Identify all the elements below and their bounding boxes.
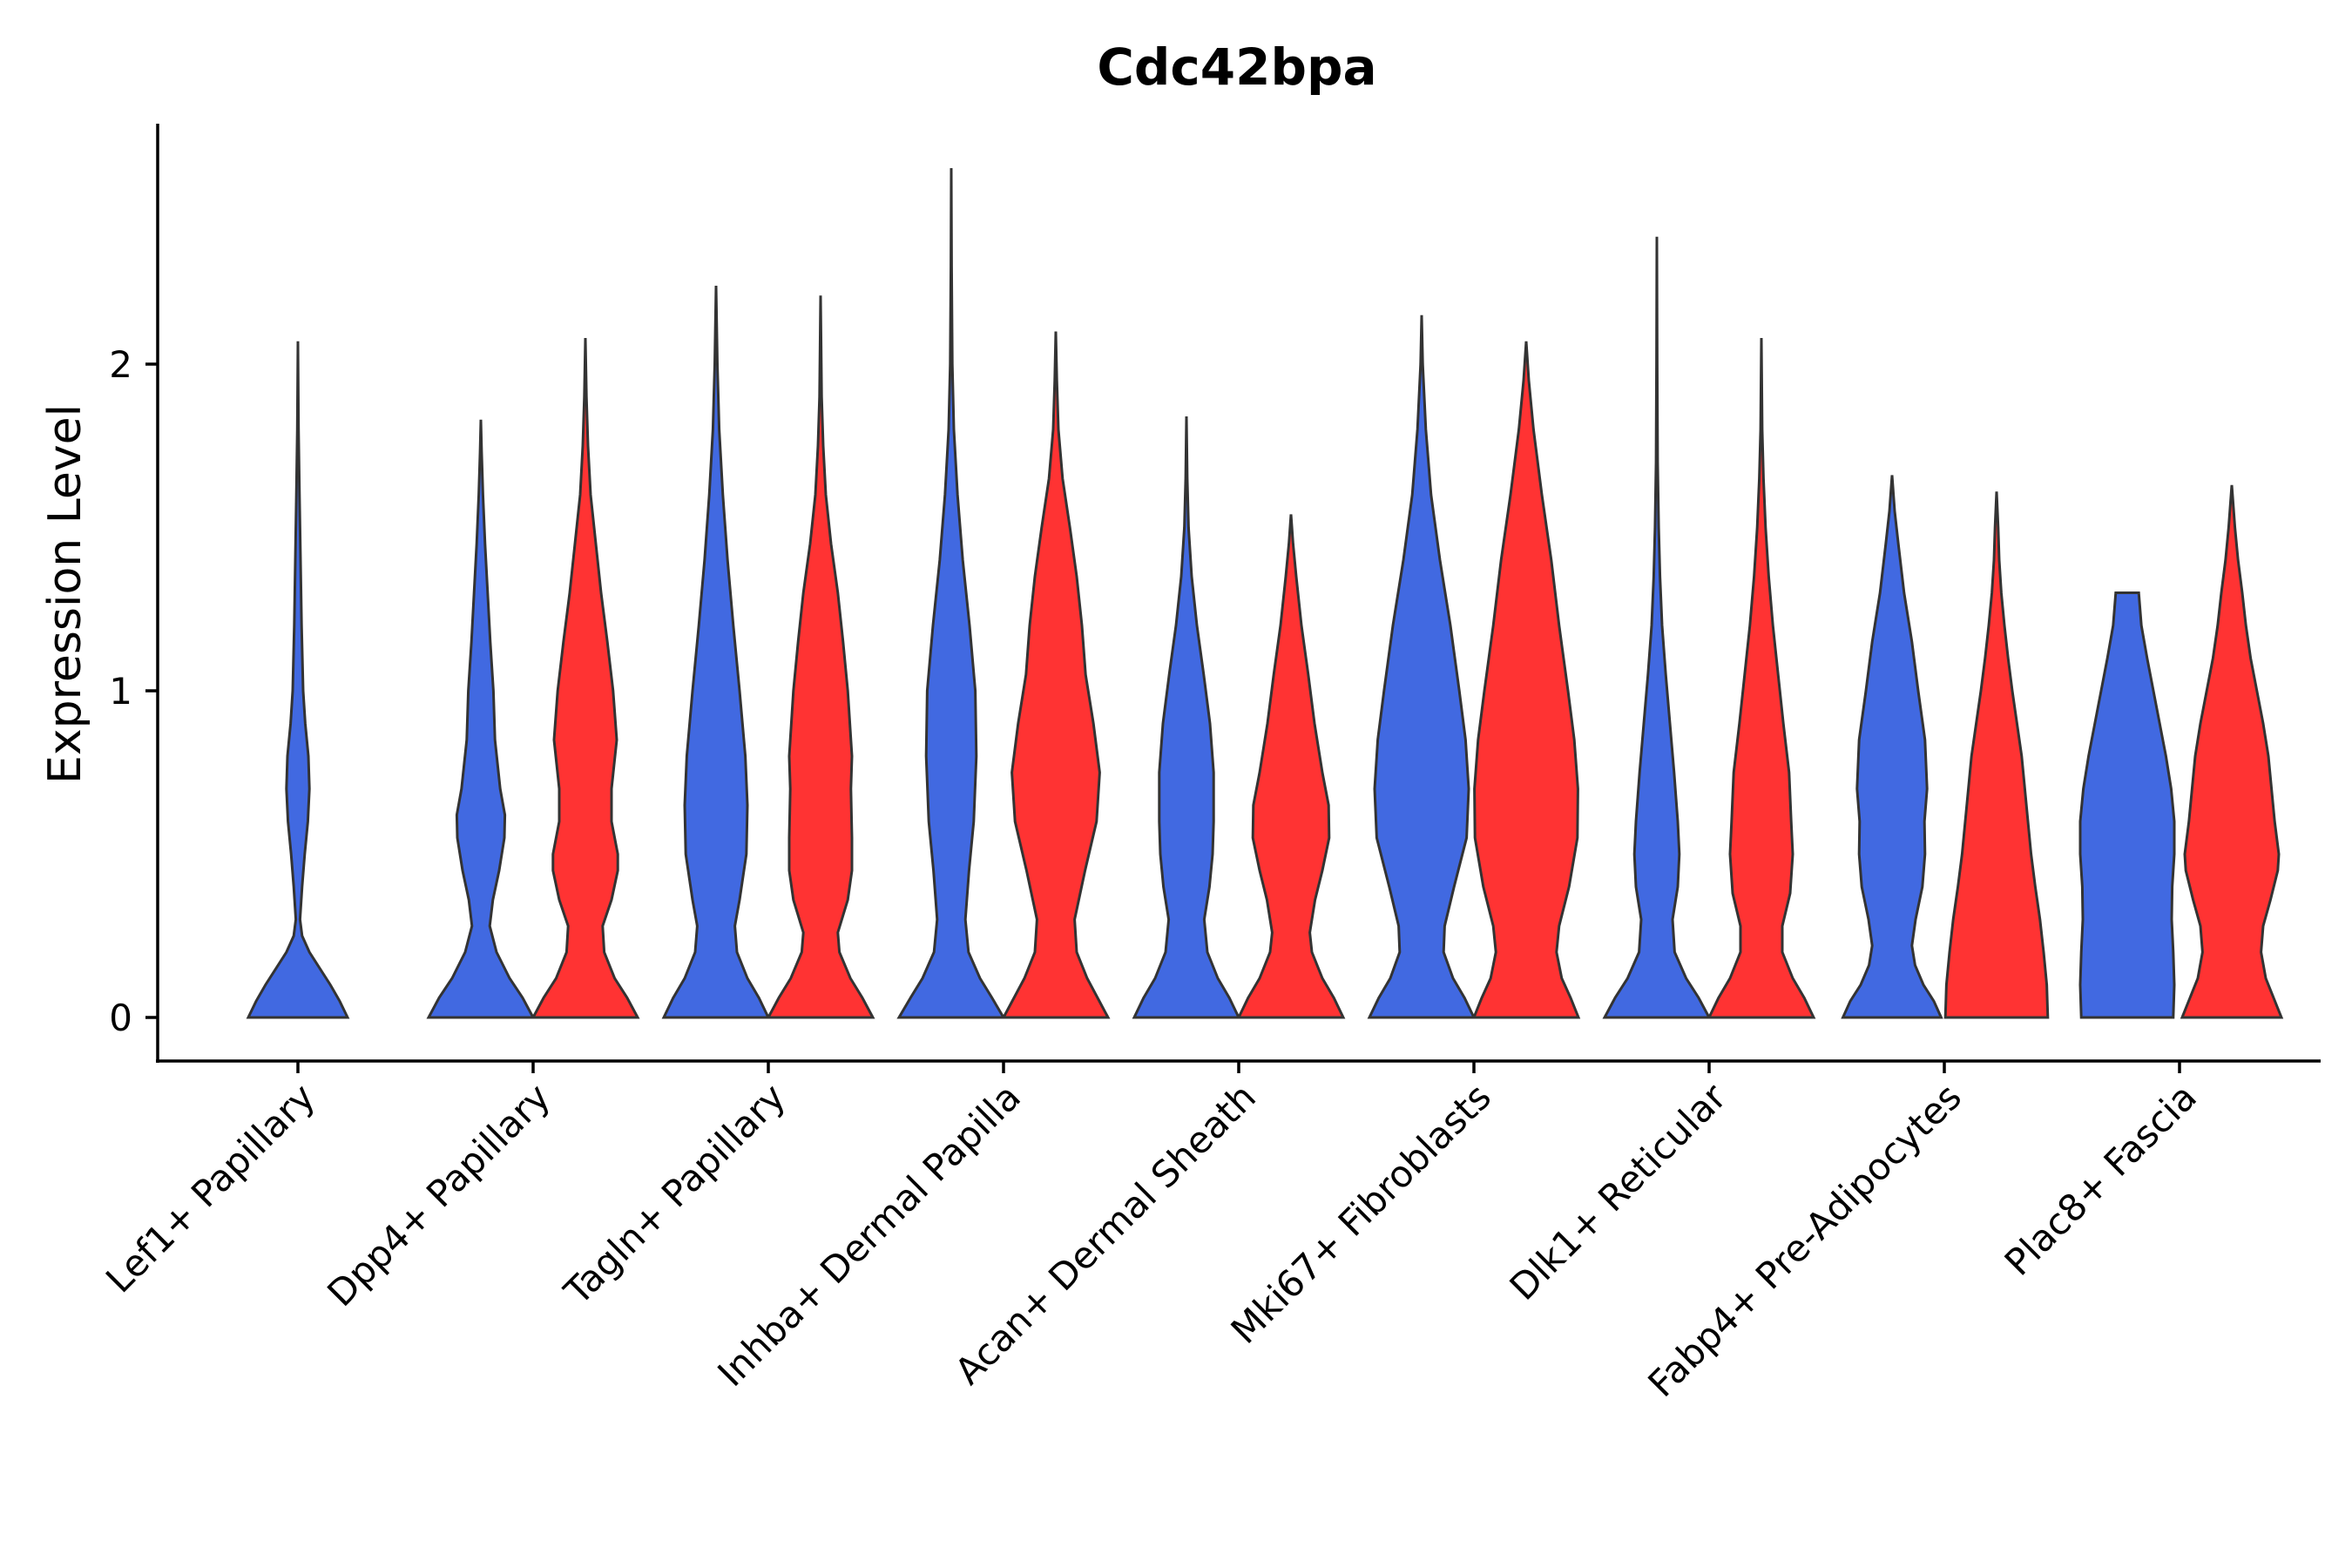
x-tick-label: Dpp4+ Papillary <box>319 1075 558 1315</box>
violin-6-blue <box>1367 314 1477 1019</box>
chart-title: Cdc42bpa <box>1097 37 1376 97</box>
violin-7-red <box>1707 337 1816 1019</box>
x-tick-label: Plac8+ Fascia <box>1997 1075 2205 1283</box>
violin-2-red <box>531 337 640 1019</box>
violin-9-blue <box>2078 591 2176 1019</box>
x-tick-label: Tagln+ Papillary <box>556 1075 794 1313</box>
violin-6-red <box>1471 341 1581 1019</box>
violin-9-red <box>2180 484 2284 1019</box>
violin-layer <box>246 167 2284 1019</box>
violin-5-blue <box>1132 416 1241 1019</box>
violin-7-blue <box>1602 236 1712 1019</box>
violin-1-blue <box>246 341 350 1019</box>
violin-4-blue <box>896 167 1006 1019</box>
y-axis-label: Expression Level <box>39 404 91 784</box>
x-tick-label: Dlk1+ Reticular <box>1502 1075 1735 1308</box>
x-tick-label: Mki67+ Fibroblasts <box>1223 1075 1499 1351</box>
y-tick-label: 1 <box>109 670 132 713</box>
y-tick-label: 0 <box>109 997 132 1039</box>
y-tick-label: 2 <box>109 343 132 386</box>
violin-3-red <box>766 295 875 1019</box>
violin-2-blue <box>426 419 536 1019</box>
violin-8-blue <box>1841 475 1943 1019</box>
violin-4-red <box>1001 331 1111 1019</box>
violin-8-red <box>1943 491 2050 1019</box>
violin-5-red <box>1236 514 1346 1019</box>
x-tick-label: Lef1+ Papillary <box>98 1075 323 1301</box>
y-ticks: 0 1 2 <box>109 343 158 1039</box>
violin-3-blue <box>661 285 771 1019</box>
